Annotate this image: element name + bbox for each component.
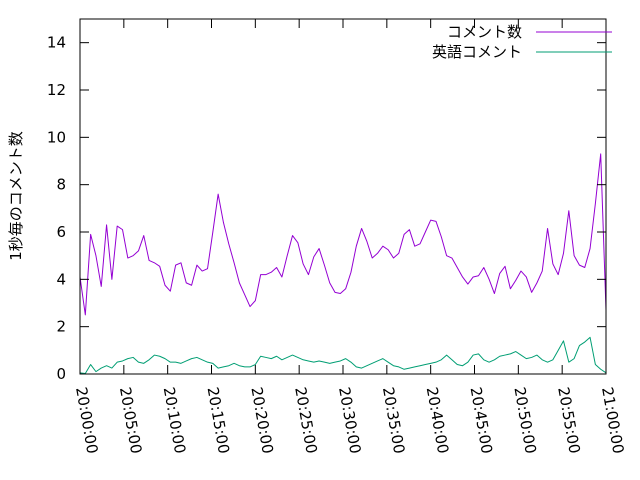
x-tick-label: 21:00:00 — [598, 386, 627, 455]
x-tick-label: 20:20:00 — [247, 386, 276, 455]
series-layer — [79, 153, 607, 375]
series-line — [79, 153, 607, 316]
x-tick-label: 20:40:00 — [423, 386, 452, 455]
y-tick-label: 0 — [56, 365, 66, 383]
series-line — [79, 336, 607, 375]
x-tick-label: 20:00:00 — [72, 386, 101, 455]
x-tick-label: 20:35:00 — [379, 386, 408, 455]
x-tick-label: 20:45:00 — [467, 386, 496, 455]
y-tick-label: 12 — [47, 81, 66, 99]
legend-label: 英語コメント — [432, 43, 522, 61]
x-tick-label: 20:50:00 — [510, 386, 539, 455]
plot-frame — [79, 18, 607, 375]
y-tick-label: 10 — [47, 128, 66, 146]
y-tick-label: 14 — [47, 34, 66, 52]
legend: コメント数 英語コメント — [432, 23, 612, 61]
y-tick-label: 4 — [56, 270, 66, 288]
y-tick-label: 6 — [56, 223, 66, 241]
x-tick-label: 20:05:00 — [116, 386, 145, 455]
ticks-layer: 0 2 4 6 8 10 12 14 20:00:00 20:05:00 20:10:00 20:15… — [47, 19, 627, 455]
x-tick-label: 20:55:00 — [554, 386, 583, 455]
y-tick-label: 8 — [56, 176, 66, 194]
x-tick-label: 20:25:00 — [291, 386, 320, 455]
x-tick-label: 20:15:00 — [204, 386, 233, 455]
legend-entry: コメント数 — [447, 23, 612, 41]
y-axis-label: 1秒毎のコメント数 — [7, 131, 25, 261]
x-tick-label: 20:30:00 — [335, 386, 364, 455]
y-tick-label: 2 — [56, 318, 66, 336]
x-tick-label: 20:10:00 — [160, 386, 189, 455]
legend-label: コメント数 — [447, 23, 522, 41]
legend-entry: 英語コメント — [432, 43, 612, 61]
